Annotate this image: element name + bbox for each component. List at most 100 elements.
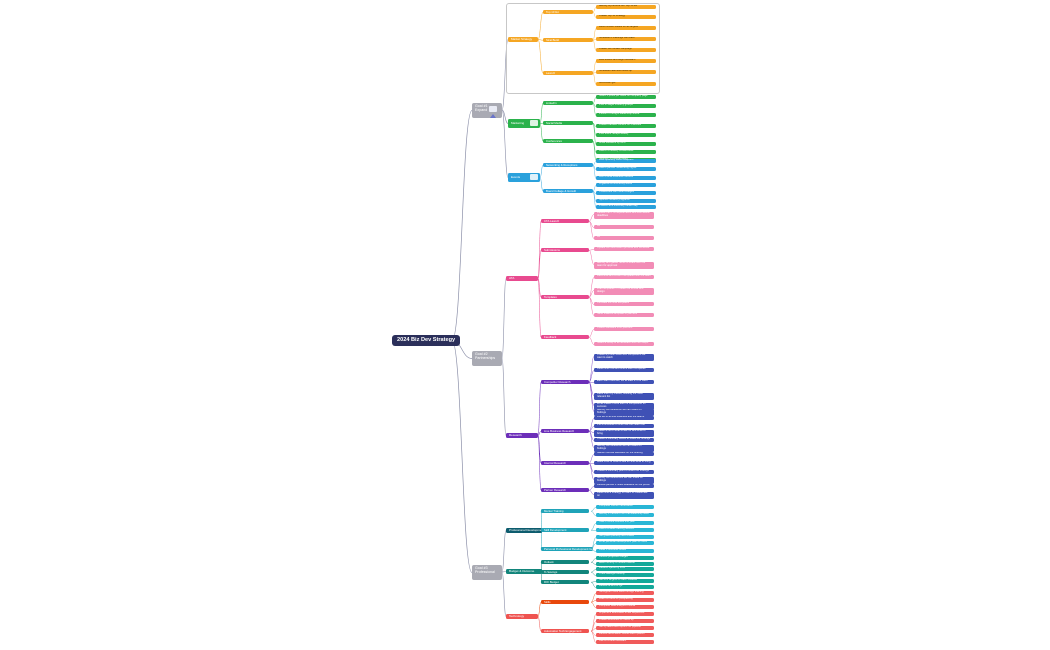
leaf-node[interactable]: Draft templates — create the format and …: [594, 288, 654, 295]
leaf-node[interactable]: Publish 1 thought leadership article: [596, 113, 656, 117]
leaf-node[interactable]: Organize a community event: [596, 183, 656, 187]
leaf-node[interactable]: Pull a schedule of when we can reach out: [594, 424, 654, 428]
subsection-node[interactable]: Launch: [543, 71, 593, 76]
leaf-node[interactable]: Identify the differences we can share on…: [594, 477, 654, 484]
section-node[interactable]: Research: [506, 433, 538, 438]
leaf-node[interactable]: Circulate the final templates: [594, 302, 654, 306]
leaf-node[interactable]: Set goals quarterly and review: [596, 535, 654, 539]
leaf-node[interactable]: Use AI to draft outreach: [596, 640, 654, 644]
subsection-node[interactable]: Mentor Training: [541, 509, 589, 514]
leaf-node[interactable]: Write personal development plan for 2024: [596, 541, 654, 545]
leaf-node[interactable]: Identify & prioritize our Top 10 list: [596, 5, 656, 9]
subsection-node[interactable]: Partner Research: [541, 488, 589, 493]
leaf-node[interactable]: What makes it sure each is competitive f…: [594, 403, 654, 410]
section-node[interactable]: Professional Development: [506, 528, 542, 533]
leaf-node[interactable]: Schedule calls and follow-up: [596, 70, 656, 74]
leaf-node[interactable]: Review automation results each quarter: [596, 633, 654, 637]
section-node[interactable]: Market Strategy: [508, 37, 538, 42]
leaf-node[interactable]: Attend 4 industry conferences: [596, 150, 656, 154]
leaf-node[interactable]: Make a list of what to ask for and what …: [594, 461, 654, 465]
leaf-node[interactable]: Attend a sales training session: [596, 528, 654, 532]
leaf-node[interactable]: Determine a strategy for each to collabo…: [594, 492, 654, 499]
subsection-node[interactable]: Networking & Receptions: [543, 163, 593, 168]
subsection-node[interactable]: CTA Launch: [541, 219, 589, 224]
leaf-node[interactable]: Create Top 10 strategy: [596, 15, 656, 19]
leaf-node[interactable]: Rank them by market, building the most r…: [594, 393, 654, 400]
leaf-node[interactable]: Read 6 business books: [596, 549, 654, 553]
subsection-node[interactable]: Personal Professional Development Goals: [541, 547, 593, 552]
leaf-node[interactable]: Present at a university career day: [596, 205, 656, 209]
leaf-node[interactable]: Determine how and where each competes: [594, 368, 654, 372]
leaf-node[interactable]: Update the submission process and schedu…: [594, 247, 654, 251]
leaf-node[interactable]: Grow followers by 20%: [596, 142, 656, 146]
leaf-node[interactable]: Post event recaps weekly: [596, 133, 656, 137]
section-node[interactable]: ATA: [506, 276, 538, 281]
subsection-node[interactable]: ROI Budget: [541, 580, 589, 585]
leaf-node[interactable]: Host kickoff and begin outreach: [596, 59, 656, 63]
subsection-node[interactable]: Submissions: [541, 248, 589, 253]
leaf-node[interactable]: Review the CTA requirements and submissi…: [594, 212, 654, 219]
leaf-node[interactable]: Collect feedback from partners: [594, 327, 654, 331]
leaf-node[interactable]: Build contact sheets for all targets: [596, 26, 656, 30]
leaf-node[interactable]: Share 2 posts per week on company page: [596, 95, 656, 99]
leaf-node[interactable]: Review at end of Q2: [596, 585, 654, 589]
subsection-node[interactable]: Feedback: [541, 335, 589, 340]
subsection-node[interactable]: Templates: [541, 295, 589, 300]
leaf-node[interactable]: Reduce spend by 10%: [596, 567, 654, 571]
subsection-node[interactable]: Board Collage & Growth: [543, 189, 593, 194]
leaf-node[interactable]: Gather internal feedback on the offering: [594, 452, 654, 456]
leaf-node[interactable]: Sponsor student programs: [596, 199, 656, 203]
goal-node[interactable]: Goal #2 Partnerships: [472, 351, 502, 366]
leaf-node[interactable]: Create a profile sheet with competitors …: [594, 354, 654, 361]
leaf-node[interactable]: Complete mentor certification: [596, 505, 654, 509]
subsection-node[interactable]: Conferences: [543, 139, 593, 144]
subsection-node[interactable]: Internal Research: [541, 461, 589, 466]
leaf-node[interactable]: Complete data analytics course: [596, 605, 654, 609]
subsection-node[interactable]: % Savings: [541, 570, 589, 575]
leaf-node[interactable]: Track savings monthly: [596, 573, 654, 577]
leaf-node[interactable]: Share a recap of all feedback and next s…: [594, 342, 654, 346]
leaf-node[interactable]: Go-to-Dec-gift: [596, 82, 656, 86]
leaf-node[interactable]: Full list of all line business and the t…: [594, 416, 654, 420]
leaf-node[interactable]: Reconcile and confirm templates with the…: [594, 275, 654, 279]
section-node[interactable]: Budget & Outcome: [506, 569, 542, 574]
subsection-node[interactable]: Skills: [541, 600, 589, 605]
leaf-node[interactable]: Post in target industry groups: [596, 104, 656, 108]
leaf-node[interactable]: Review partner's notes available on the …: [594, 484, 654, 488]
subsection-node[interactable]: Top 10 list: [543, 10, 593, 15]
section-node[interactable]: Events: [508, 173, 540, 182]
leaf-node[interactable]: Identify the difference we can share on …: [594, 445, 654, 452]
subsection-node[interactable]: Social Media: [543, 121, 593, 126]
leaf-node[interactable]: Identify and gather items to share with …: [594, 262, 654, 269]
leaf-node[interactable]: Create 1st contact campaign: [596, 48, 656, 52]
leaf-node[interactable]: Set up alerts and reports for pipeline: [596, 626, 654, 630]
section-node[interactable]: Technology: [506, 614, 538, 619]
goal-node[interactable]: Goal #1 Expand: [472, 103, 502, 118]
leaf-node[interactable]: Schedule 2 meetings with each: [596, 37, 656, 41]
leaf-node[interactable]: Create a summary series to share our fin…: [594, 438, 654, 442]
subsection-node[interactable]: LinkedIn: [543, 101, 593, 106]
leaf-node[interactable]: Strengthen CRM skills through training: [596, 591, 654, 595]
subsection-node[interactable]: Automation Tech Engagement: [541, 629, 589, 634]
leaf-node[interactable]: All: [594, 225, 654, 229]
leaf-node[interactable]: Identify 2 mentors from the leadership t…: [596, 513, 654, 517]
subsection-node[interactable]: Skill Development: [541, 528, 589, 533]
leaf-node[interactable]: Each team member, list at least 2-3 for …: [594, 380, 654, 384]
leaf-node[interactable]: All: [594, 236, 654, 240]
subsection-node[interactable]: Competitor Research: [541, 380, 589, 385]
leaf-node[interactable]: Identify the difference we can share on …: [594, 409, 654, 416]
goal-node[interactable]: Goal #3 Professional: [472, 565, 502, 580]
leaf-node[interactable]: Host quarterly client reception: [596, 159, 656, 163]
leaf-node[interactable]: Create a summary point to share our find…: [594, 470, 654, 474]
leaf-node[interactable]: Create a list of what to ask for and wha…: [594, 430, 654, 437]
leaf-node[interactable]: Create workflows for follow up: [596, 619, 654, 623]
leaf-node[interactable]: Take 2 online courses this year: [596, 521, 654, 525]
subsection-node[interactable]: Line Business Research: [541, 429, 589, 434]
leaf-node[interactable]: Meet monthly to review outlook: [596, 562, 654, 566]
root-node[interactable]: 2024 Biz Dev Strategy: [392, 335, 461, 346]
leaf-node[interactable]: Attend partner networking nights: [596, 167, 656, 171]
leaf-node[interactable]: Review projected budget: [596, 556, 654, 560]
subsection-node[interactable]: Strat Build: [543, 38, 593, 43]
subsection-node[interactable]: Outlook: [541, 560, 589, 565]
section-node[interactable]: Marketing: [508, 119, 540, 128]
